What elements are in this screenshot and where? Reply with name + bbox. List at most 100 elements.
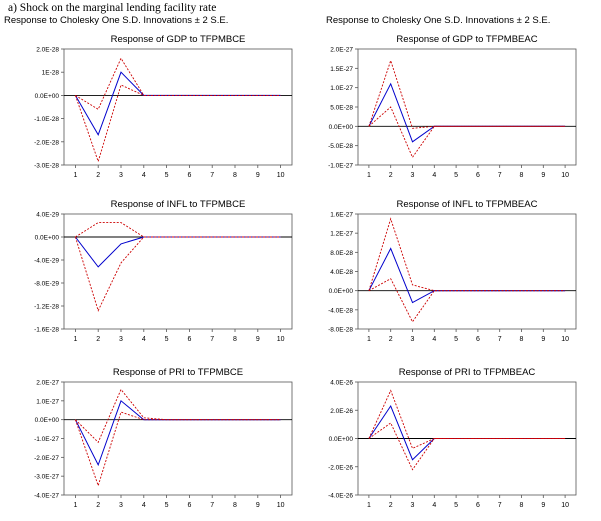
y-tick-label: 4.0E-26 <box>330 380 353 387</box>
plot-frame <box>357 213 577 330</box>
x-tick-label: 5 <box>454 336 458 343</box>
irf-panel-6: Response of PRI to TFPMBEAC 4.0E-26 2.0E-2… <box>296 358 584 515</box>
x-tick-label: 4 <box>432 336 436 343</box>
x-tick-label: 3 <box>119 502 123 509</box>
irf-chart-svg: Response of GDP to TFPMBEAC 2.0E-27 1.5E-2… <box>328 34 577 179</box>
column-header-right: Response to Cholesky One S.D. Innovation… <box>326 15 551 26</box>
series-line-lower-band <box>74 84 281 163</box>
x-tick-label: 8 <box>520 502 524 509</box>
x-tick-label: 2 <box>389 172 393 179</box>
x-tick-label: 8 <box>520 336 524 343</box>
x-tick-label: 4 <box>432 502 436 509</box>
x-tick-label: 3 <box>119 172 123 179</box>
y-tick-label: -2.0E-28 <box>34 139 59 146</box>
y-tick-label: 1.0E-27 <box>330 85 353 92</box>
plot-frame <box>63 381 293 496</box>
y-tick-label: 2.0E-26 <box>330 408 353 415</box>
series-line-response <box>75 236 281 268</box>
irf-chart-svg: Response of PRI to TFPMBCE 2.0E-27 1.0E-27… <box>34 367 293 509</box>
y-tick-label: -8.0E-29 <box>34 281 59 288</box>
irf-panel-5: Response of PRI to TFPMBCE 2.0E-27 1.0E-27… <box>2 358 300 515</box>
x-tick-label: 6 <box>476 172 480 179</box>
irf-panel-3: Response of INFL to TFPMBCE 4.0E-29 0.0E+0… <box>2 190 300 349</box>
x-tick-label: 6 <box>187 336 191 343</box>
x-tick-label: 3 <box>119 336 123 343</box>
y-tick-label: -4.0E-29 <box>34 258 59 265</box>
y-tick-label: 4.0E-28 <box>330 269 353 276</box>
y-tick-label: 1E-28 <box>42 70 60 77</box>
x-tick-label: 6 <box>476 502 480 509</box>
x-tick-label: 3 <box>411 336 415 343</box>
x-tick-label: 8 <box>233 502 237 509</box>
x-tick-label: 4 <box>142 172 146 179</box>
x-tick-label: 9 <box>256 172 260 179</box>
x-tick-label: 4 <box>142 502 146 509</box>
x-tick-label: 7 <box>498 336 502 343</box>
series-line-response <box>74 71 281 136</box>
y-tick-label: -1.0E-27 <box>34 436 59 443</box>
series-line-lower-band <box>74 236 281 312</box>
x-tick-label: 7 <box>498 502 502 509</box>
chart-title: Response of GDP to TFPMBEAC <box>396 34 537 45</box>
series-line-upper-band <box>368 389 566 450</box>
series-line-upper-band <box>75 57 281 110</box>
x-tick-label: 5 <box>165 502 169 509</box>
x-tick-label: 10 <box>561 336 569 343</box>
series-line-lower-band <box>368 278 566 323</box>
y-tick-label: -1.0E-27 <box>328 163 353 170</box>
y-tick-label: -2.0E-27 <box>34 455 59 462</box>
series-line-lower-band <box>368 106 566 159</box>
y-tick-label: 5.0E-28 <box>330 105 353 112</box>
y-tick-label: -5.0E-28 <box>328 143 353 150</box>
x-tick-label: 3 <box>411 172 415 179</box>
chart-title: Response of INFL to TFPMBEAC <box>397 199 538 210</box>
plot-frame <box>63 213 293 330</box>
y-tick-label: 0.0E+00 <box>35 235 60 242</box>
y-tick-label: 0.0E+00 <box>329 288 354 295</box>
y-tick-label: 0.0E+00 <box>35 93 60 100</box>
irf-chart-svg: Response of PRI to TFPMBEAC 4.0E-26 2.0E-2… <box>328 367 577 509</box>
x-tick-label: 5 <box>454 502 458 509</box>
plot-frame <box>63 48 293 166</box>
chart-title: Response of INFL to TFPMBCE <box>111 199 246 210</box>
irf-chart-svg: Response of INFL to TFPMBCE 4.0E-29 0.0E+0… <box>34 199 293 343</box>
y-tick-label: -4.0E-28 <box>328 307 353 314</box>
x-tick-label: 9 <box>541 172 545 179</box>
x-tick-label: 2 <box>96 336 100 343</box>
x-tick-label: 1 <box>367 336 371 343</box>
y-tick-label: 2.0E-28 <box>36 47 59 54</box>
figure-caption: a) Shock on the marginal lending facilit… <box>8 2 217 14</box>
x-tick-label: 1 <box>73 336 77 343</box>
y-tick-label: 1.6E-27 <box>330 212 353 219</box>
x-tick-label: 7 <box>210 172 214 179</box>
y-tick-label: 4.0E-29 <box>36 212 59 219</box>
x-tick-label: 2 <box>96 172 100 179</box>
x-tick-label: 5 <box>454 172 458 179</box>
x-tick-label: 9 <box>541 336 545 343</box>
series-line-upper-band <box>368 217 566 292</box>
x-tick-label: 7 <box>210 502 214 509</box>
chart-title: Response of PRI to TFPMBEAC <box>399 367 536 378</box>
irf-chart-svg: Response of INFL to TFPMBEAC 1.6E-27 1.2E-… <box>328 199 577 343</box>
x-tick-label: 1 <box>73 172 77 179</box>
irf-panel-1: Response of GDP to TFPMBCE 2.0E-28 1E-28 0.… <box>2 25 300 185</box>
y-tick-label: 1.0E-27 <box>36 398 59 405</box>
series-line-upper-band <box>75 388 281 444</box>
chart-title: Response of PRI to TFPMBCE <box>113 367 243 378</box>
series-line-upper-band <box>75 222 281 238</box>
y-tick-label: 1.2E-27 <box>330 231 353 238</box>
series-line-lower-band <box>368 422 566 471</box>
y-tick-label: 2.0E-27 <box>330 47 353 54</box>
series-line-response <box>368 82 566 143</box>
y-tick-label: -4.0E-27 <box>34 493 59 500</box>
x-tick-label: 8 <box>233 336 237 343</box>
x-tick-label: 1 <box>73 502 77 509</box>
chart-title: Response of GDP to TFPMBCE <box>111 34 246 45</box>
x-tick-label: 1 <box>367 502 371 509</box>
x-tick-label: 4 <box>142 336 146 343</box>
series-line-response <box>74 399 281 467</box>
x-tick-label: 2 <box>389 336 393 343</box>
irf-panel-2: Response of GDP to TFPMBEAC 2.0E-27 1.5E-2… <box>296 25 584 185</box>
series-line-response <box>368 404 566 461</box>
x-tick-label: 3 <box>411 502 415 509</box>
